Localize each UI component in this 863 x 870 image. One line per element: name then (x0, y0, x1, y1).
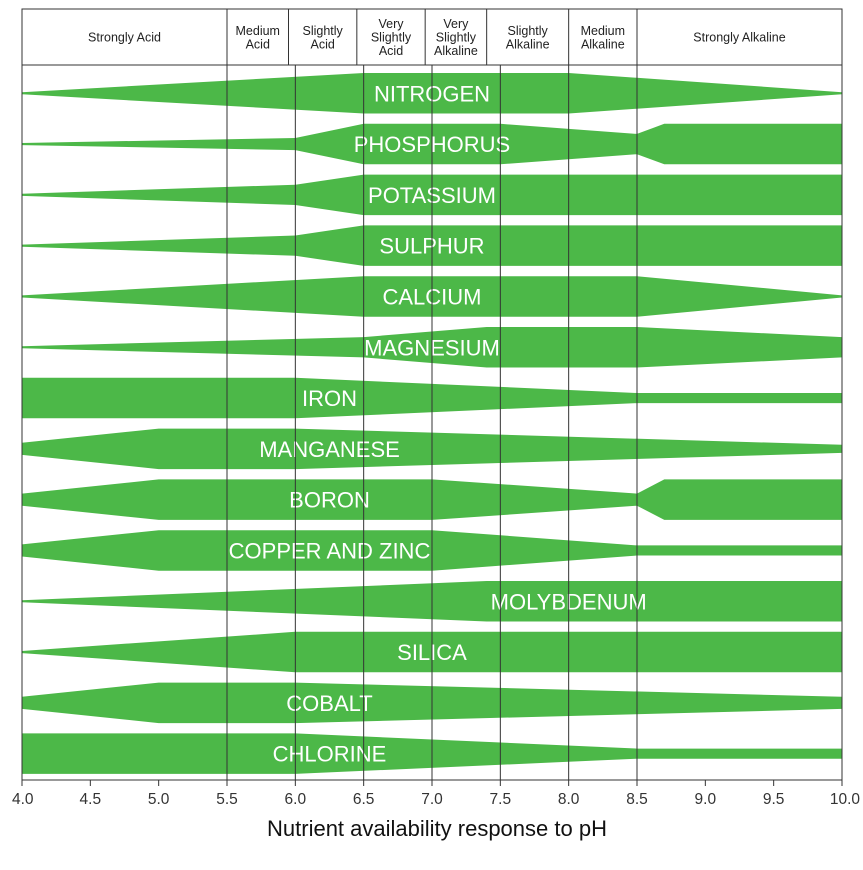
band-label: CHLORINE (273, 742, 387, 767)
x-tick-label: 7.5 (490, 791, 512, 808)
zone-label-line: Slightly (436, 31, 477, 45)
x-tick-label: 6.0 (285, 791, 307, 808)
zone-label-line: Slightly (508, 24, 549, 38)
x-tick-label: 9.0 (695, 791, 717, 808)
x-tick-label: 6.5 (353, 791, 375, 808)
zone-label-line: Alkaline (434, 44, 478, 58)
x-tick-label: 4.5 (80, 791, 102, 808)
x-axis-label: Nutrient availability response to pH (267, 816, 607, 841)
zone-label-line: Medium (236, 24, 280, 38)
x-tick-label: 7.0 (421, 791, 443, 808)
band-label: IRON (302, 386, 357, 411)
band-label: COBALT (286, 691, 372, 716)
band-label: BORON (289, 488, 370, 513)
zone-label: Strongly Acid (88, 31, 161, 45)
zone-label: Very Slightly Acid (371, 17, 412, 58)
zone-label: Medium Acid (236, 24, 280, 52)
x-tick-label: 10.0 (830, 791, 861, 808)
zone-label-line: Slightly (371, 31, 412, 45)
x-tick-label: 8.5 (626, 791, 648, 808)
zone-label-line: Alkaline (581, 37, 625, 51)
x-tick-label: 9.5 (763, 791, 785, 808)
zone-label-line: Strongly Alkaline (693, 31, 785, 45)
x-tick-label: 8.0 (558, 791, 580, 808)
x-tick-label: 4.0 (12, 791, 34, 808)
zone-label: Slightly Acid (303, 24, 344, 52)
zone-label-line: Medium (581, 24, 625, 38)
zone-label-line: Acid (246, 37, 270, 51)
zone-label: Very Slightly Alkaline (434, 17, 478, 58)
zone-label-line: Acid (379, 44, 403, 58)
zone-label-line: Strongly Acid (88, 31, 161, 45)
band-label: COPPER AND ZINC (229, 538, 431, 563)
zone-label-line: Slightly (303, 24, 344, 38)
band-label: MANGANESE (259, 437, 400, 462)
zone-label: Strongly Alkaline (693, 31, 785, 45)
zone-label: Medium Alkaline (581, 24, 625, 52)
zone-label-line: Very (378, 17, 404, 31)
zone-label: Slightly Alkaline (506, 24, 550, 52)
zone-label-line: Acid (311, 37, 335, 51)
zone-label-line: Alkaline (506, 37, 550, 51)
x-tick-label: 5.5 (216, 791, 238, 808)
vertical-gridlines (226, 65, 638, 780)
zone-label-line: Very (443, 17, 469, 31)
x-axis: 4.0 4.5 5.0 5.5 6.0 6.5 7.0 7.5 8.0 8.5 9.0 9.5 10.0 (12, 65, 860, 808)
x-tick-label: 5.0 (148, 791, 170, 808)
